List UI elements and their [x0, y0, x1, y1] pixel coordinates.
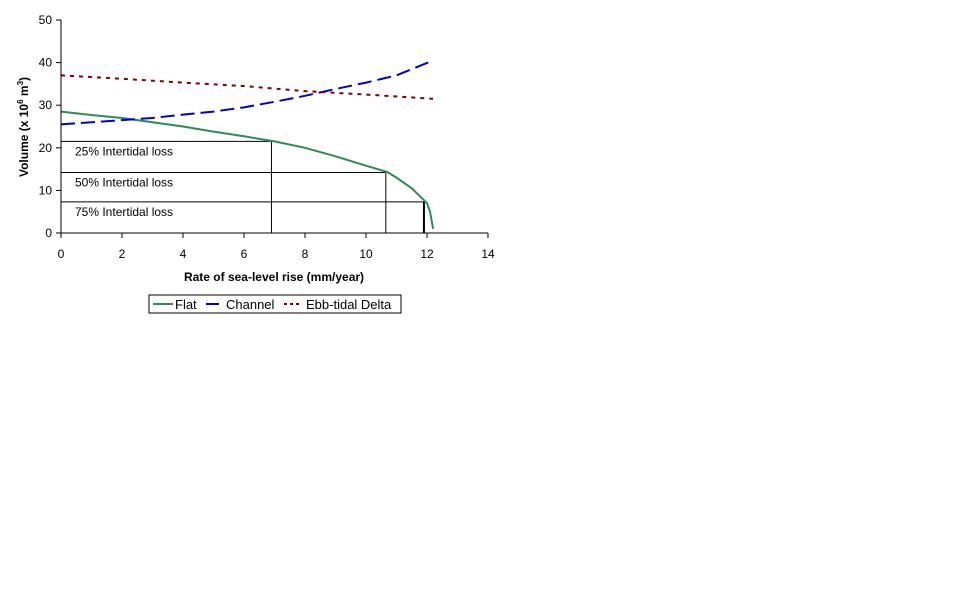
x-tick-label: 0	[58, 247, 65, 261]
series-ebb-tidal-delta	[60, 74, 434, 100]
x-axis-label: Rate of sea-level rise (mm/year)	[184, 270, 364, 284]
y-tick-label: 10	[39, 183, 53, 197]
y-tick-label: 30	[39, 98, 53, 112]
y-axis-label: Volume (x 106 m3)	[16, 77, 31, 177]
series-channel	[60, 59, 434, 126]
x-tick-label: 10	[359, 247, 373, 261]
legend-ebb: Ebb-tidal Delta	[306, 297, 392, 312]
x-tick-label: 2	[119, 247, 126, 261]
x-tick-label: 8	[302, 247, 309, 261]
loss-label: 50% Intertidal loss	[75, 176, 173, 190]
legend-flat: Flat	[175, 297, 197, 312]
y-tick-label: 50	[39, 13, 53, 27]
y-tick-label: 40	[39, 56, 53, 70]
x-tick-label: 14	[481, 247, 495, 261]
y-tick-label: 0	[45, 226, 52, 240]
legend-channel: Channel	[226, 297, 275, 312]
x-tick-label: 6	[241, 247, 248, 261]
y-tick-label: 20	[39, 141, 53, 155]
x-tick-label: 12	[420, 247, 434, 261]
loss-label: 75% Intertidal loss	[75, 205, 173, 219]
x-tick-label: 4	[180, 247, 187, 261]
series-flat	[60, 110, 435, 229]
loss-label: 25% Intertidal loss	[75, 144, 173, 158]
legend: Flat Channel Ebb-tidal Delta	[148, 294, 402, 314]
